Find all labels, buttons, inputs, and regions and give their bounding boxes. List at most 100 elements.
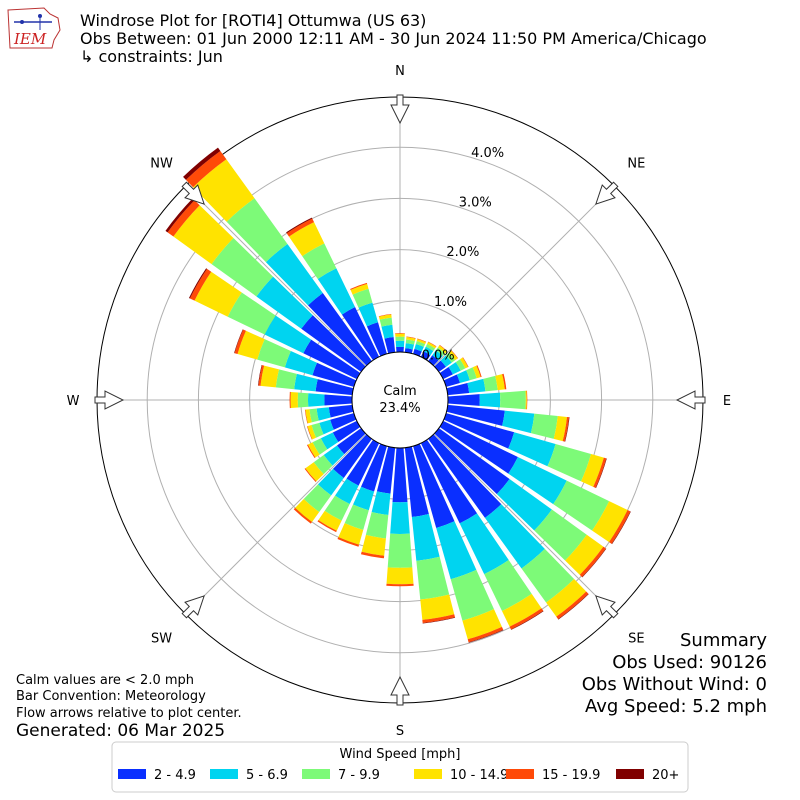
- summary-title: Summary: [680, 630, 767, 651]
- bar-segment-320-0: [307, 292, 372, 366]
- bar-segment-140-4: [556, 591, 589, 620]
- bar-segment-120-5: [611, 511, 631, 545]
- bar-segment-120-3: [592, 501, 628, 543]
- bar-segment-350-1: [381, 324, 394, 339]
- bar-convention: Bar Convention: Meteorology: [16, 689, 206, 704]
- bar-segment-190-0: [376, 446, 396, 494]
- flow-arrow-nw: [181, 181, 205, 205]
- legend-label: 10 - 14.9: [450, 768, 508, 783]
- bar-segment-200-2: [344, 504, 369, 530]
- bar-segment-280-1: [294, 373, 318, 392]
- bar-segment-260-0: [328, 404, 354, 418]
- radial-tick-label: 3.0%: [459, 195, 492, 210]
- bar-segment-300-3: [194, 271, 242, 317]
- bar-segment-190-1: [371, 491, 391, 515]
- bar-segment-160-1: [436, 521, 477, 580]
- bar-segment-90-2: [499, 390, 526, 410]
- bar-segment-30-3: [427, 342, 437, 349]
- bar-segment-110-0: [443, 413, 515, 449]
- calm-value: 23.4%: [379, 401, 420, 416]
- bar-segment-270-0: [324, 394, 353, 406]
- flow-arrow-e: [675, 390, 706, 410]
- bar-segment-150-0: [420, 439, 478, 524]
- bar-segment-330-1: [317, 268, 356, 315]
- legend-label: 5 - 6.9: [246, 768, 288, 783]
- bar-segment-30-2: [425, 343, 436, 351]
- bar-segment-240-4: [307, 444, 316, 459]
- bar-segment-80-2: [483, 375, 498, 392]
- bar-segment-320-4: [185, 150, 227, 188]
- bar-segment-320-2: [226, 198, 288, 263]
- bar-segment-70-4: [476, 365, 482, 378]
- bar-segment-60-3: [460, 357, 469, 369]
- bar-segment-310-0: [301, 315, 366, 372]
- bar-segment-170-5: [422, 617, 456, 624]
- bar-segment-270-1: [307, 393, 325, 407]
- bar-segment-190-4: [360, 551, 385, 559]
- bar-segment-240-0: [332, 420, 361, 442]
- bar-segment-210-2: [324, 495, 350, 521]
- bar-segment-250-3: [307, 425, 317, 440]
- bar-segment-20-2: [415, 341, 426, 347]
- bar-segment-10-1: [405, 343, 415, 350]
- bar-segment-230-0: [336, 428, 366, 455]
- bar-segment-220-1: [317, 468, 344, 496]
- bar-segment-0-2: [395, 336, 405, 341]
- bar-segment-70-1: [456, 370, 470, 384]
- bar-segment-350-3: [378, 314, 392, 320]
- bar-segment-300-1: [264, 315, 312, 354]
- bar-segment-140-5: [558, 593, 589, 620]
- bar-segment-330-3: [288, 222, 325, 257]
- bar-segment-320-3: [193, 159, 255, 222]
- bar-segment-150-2: [484, 559, 532, 612]
- radial-tick-label: 0.0%: [422, 348, 455, 363]
- bar-segment-310-4: [167, 200, 200, 237]
- bar-segment-270-3: [290, 391, 299, 409]
- bar-segment-210-3: [318, 510, 342, 531]
- bar-segment-100-3: [553, 416, 567, 442]
- bar-segment-140-1: [484, 504, 545, 569]
- bar-segment-100-0: [446, 404, 505, 426]
- grid-spoke: [433, 185, 615, 367]
- legend: Wind Speed [mph] 2 - 4.9 5 - 6.9 7 - 9.9 10…: [111, 741, 689, 793]
- bar-segment-260-3: [305, 409, 312, 424]
- legend-label: 2 - 4.9: [154, 768, 196, 783]
- legend-swatch: [302, 769, 330, 779]
- bar-segment-130-0: [434, 428, 510, 495]
- legend-label: 15 - 19.9: [542, 768, 600, 783]
- bar-segment-110-4: [593, 457, 607, 488]
- legend-label: 20+: [652, 768, 679, 783]
- bar-segment-40-4: [439, 344, 448, 352]
- bar-segment-280-4: [258, 365, 265, 386]
- bar-segment-150-3: [502, 593, 542, 627]
- legend-title: Wind Speed [mph]: [340, 747, 461, 762]
- bar-segment-300-5: [188, 268, 208, 299]
- bar-segment-60-0: [439, 366, 453, 380]
- bar-segment-210-0: [346, 439, 380, 486]
- bar-segment-200-0: [361, 443, 387, 492]
- compass-label-ne: NE: [627, 157, 645, 172]
- bar-segment-350-2: [379, 317, 393, 327]
- legend-label: 7 - 9.9: [338, 768, 380, 783]
- flow-arrow-ne: [595, 181, 619, 205]
- bar-segment-330-2: [302, 243, 337, 279]
- bar-segment-340-1: [358, 302, 379, 327]
- bar-segment-90-4: [526, 390, 528, 410]
- bar-segment-60-4: [462, 357, 469, 368]
- compass: N NE E SE S SW W NW: [67, 64, 732, 739]
- bar-segment-170-1: [411, 514, 440, 561]
- bar-segment-220-0: [332, 434, 372, 478]
- bar-segment-120-2: [553, 480, 610, 531]
- compass-label-se: SE: [628, 631, 644, 646]
- bar-segment-90-3: [525, 390, 527, 410]
- legend-swatch: [210, 769, 238, 779]
- bar-segment-190-2: [365, 512, 389, 539]
- flow-arrow-w: [94, 390, 125, 410]
- bar-segment-310-1: [256, 276, 313, 329]
- bar-segment-10-3: [406, 336, 416, 342]
- chart-title: Windrose Plot for [ROTI4] Ottumwa (US 63…: [80, 11, 426, 30]
- bar-segment-340-0: [366, 322, 387, 357]
- obs-between: Obs Between: 01 Jun 2000 12:11 AM - 30 J…: [80, 29, 707, 48]
- bar-segment-160-5: [468, 629, 504, 643]
